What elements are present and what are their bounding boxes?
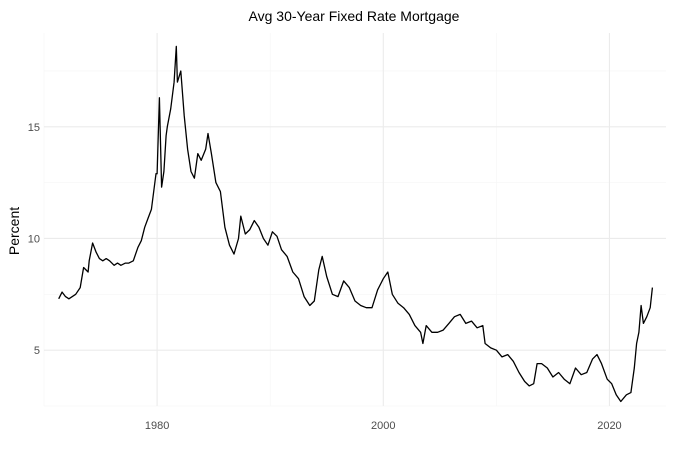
chart-title: Avg 30-Year Fixed Rate Mortgage bbox=[249, 8, 460, 24]
y-axis-label: Percent bbox=[6, 207, 22, 255]
y-tick-label: 15 bbox=[28, 122, 40, 134]
x-axis-tick-labels: 1980 2000 2020 bbox=[145, 420, 622, 432]
x-tick-label: 2020 bbox=[597, 420, 621, 432]
x-tick-label: 2000 bbox=[371, 420, 395, 432]
minor-gridlines bbox=[43, 33, 666, 407]
series-line bbox=[58, 45, 654, 403]
x-tick-label: 1980 bbox=[145, 420, 169, 432]
y-tick-label: 10 bbox=[28, 233, 40, 245]
major-gridlines bbox=[44, 33, 666, 406]
y-axis-tick-labels: 5 10 15 bbox=[28, 122, 40, 357]
y-tick-label: 5 bbox=[34, 345, 40, 357]
